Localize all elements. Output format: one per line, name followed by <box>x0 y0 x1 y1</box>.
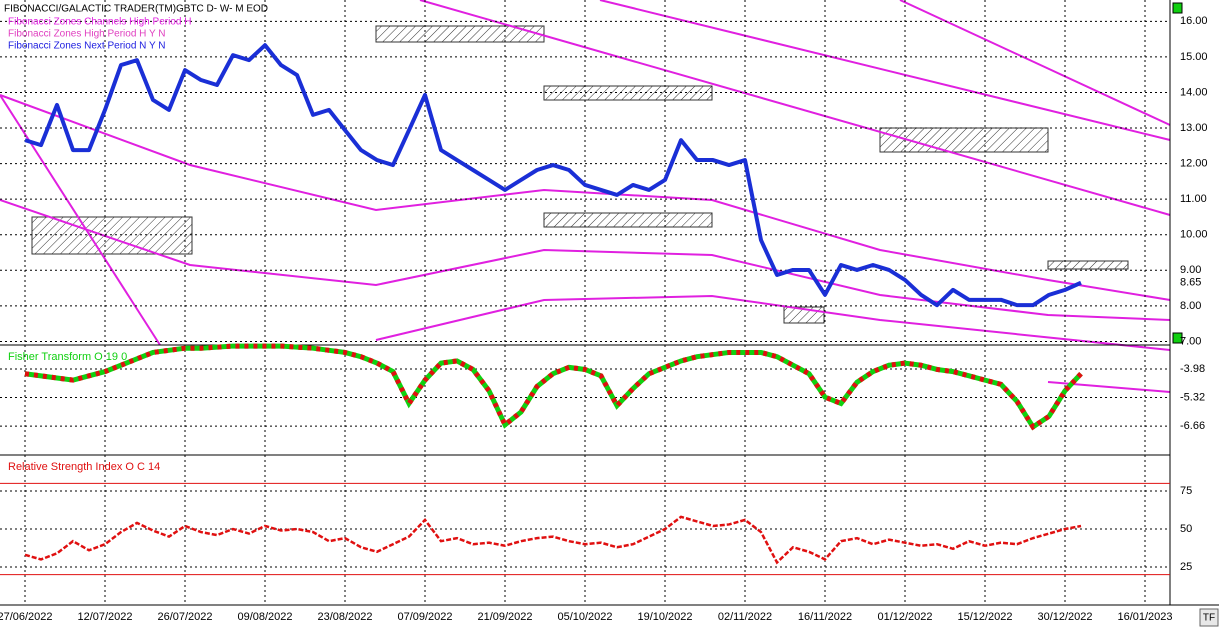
channel-line <box>0 94 1171 301</box>
y-tick-label: -3.98 <box>1180 363 1205 375</box>
indicator-legend: Relative Strength Index O C 14 <box>8 461 160 473</box>
tf-button[interactable] <box>1199 608 1219 627</box>
indicator-line-overlay <box>24 343 1083 431</box>
last-price-label: 8.65 <box>1180 277 1201 289</box>
channel-line <box>899 0 1171 126</box>
y-tick-label: -5.32 <box>1180 391 1205 403</box>
zone-box <box>375 25 545 43</box>
indicator-line <box>24 515 1082 565</box>
chart-subtitle: GBTC D- W- M EOD <box>176 4 268 15</box>
y-tick-label: 50 <box>1180 523 1192 535</box>
x-tick-label: 27/06/2022 <box>0 611 53 623</box>
x-tick-label: 12/07/2022 <box>77 611 132 623</box>
x-tick-label: 09/08/2022 <box>237 611 292 623</box>
x-tick-label: 30/12/2022 <box>1037 611 1092 623</box>
price-line <box>24 43 1082 308</box>
y-tick-label: 14.00 <box>1180 86 1208 98</box>
zone-legend: Fibonacci Zones Channels High Period H <box>8 17 191 28</box>
channel-line <box>0 199 1171 321</box>
channel-line <box>419 0 1171 216</box>
zone-box <box>543 212 713 228</box>
y-tick-label: 11.00 <box>1180 193 1207 205</box>
y-tick-label: 10.00 <box>1180 229 1208 241</box>
x-tick-label: 16/01/2023 <box>1117 611 1172 623</box>
y-tick-label: 8.00 <box>1180 300 1201 312</box>
y-tick-label: 25 <box>1180 561 1192 573</box>
zone-box <box>31 216 193 255</box>
y-tick-label: 75 <box>1180 485 1192 497</box>
tf-button-label[interactable]: TF <box>1203 613 1215 624</box>
x-tick-label: 19/10/2022 <box>637 611 692 623</box>
corner-box <box>1172 2 1183 14</box>
y-tick-label: 13.00 <box>1180 122 1208 134</box>
zone-legend: Fibonacci Zones High Period H Y N <box>8 29 166 40</box>
x-tick-label: 07/09/2022 <box>397 611 452 623</box>
zone-box <box>1047 260 1129 270</box>
y-tick-label: 12.00 <box>1180 158 1208 170</box>
x-tick-label: 21/09/2022 <box>477 611 532 623</box>
x-tick-label: 23/08/2022 <box>317 611 372 623</box>
chart-title: FIBONACCI/GALACTIC TRADER(TM) <box>4 4 176 15</box>
x-tick-label: 26/07/2022 <box>157 611 212 623</box>
y-tick-label: 9.00 <box>1180 264 1201 276</box>
channel-line <box>599 0 1171 141</box>
channel-line <box>0 94 161 346</box>
x-tick-label: 01/12/2022 <box>877 611 932 623</box>
y-tick-label: 7.00 <box>1180 335 1201 347</box>
fib-zones <box>0 0 1171 393</box>
indicator-legend: Fisher Transform O 19 0 <box>8 351 127 363</box>
x-tick-label: 16/11/2022 <box>798 611 852 623</box>
x-tick-label: 05/10/2022 <box>557 611 612 623</box>
x-tick-label: 02/11/2022 <box>718 611 772 623</box>
y-tick-label: 16.00 <box>1180 15 1208 27</box>
y-tick-label: -6.66 <box>1180 420 1205 432</box>
x-tick-label: 15/12/2022 <box>957 611 1012 623</box>
zone-box <box>543 85 713 101</box>
y-tick-label: 15.00 <box>1180 51 1208 63</box>
channel-line <box>375 294 1171 351</box>
corner-box <box>1172 332 1183 344</box>
zone-legend: Fibonacci Zones Next Period N Y N <box>8 41 165 52</box>
